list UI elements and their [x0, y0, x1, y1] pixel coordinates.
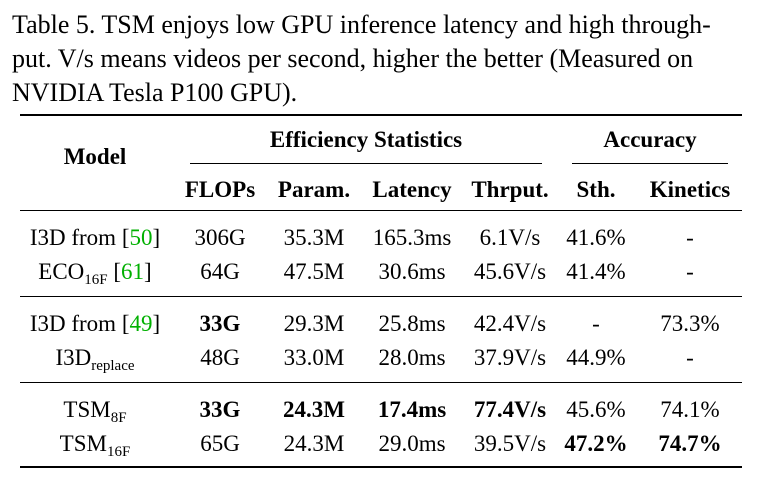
cell-sth: 47.2% [564, 431, 628, 456]
cell-kinetics: - [686, 225, 694, 250]
cell-thrput: 6.1V/s [479, 225, 541, 250]
header-kinetics: Kinetics [649, 177, 731, 202]
cell-sth: 41.6% [566, 225, 626, 250]
caption-line-3: NVIDIA Tesla P100 GPU). [12, 78, 298, 107]
cell-thrput: 77.4V/s [473, 397, 547, 422]
citation-link[interactable]: 50 [129, 225, 153, 250]
bottom-rule [20, 466, 742, 468]
cell-kinetics: 74.1% [660, 397, 720, 422]
cell-param: 24.3M [283, 431, 345, 456]
cell-sth: 44.9% [566, 345, 626, 370]
cell-thrput: 42.4V/s [473, 311, 547, 336]
header-efficiency-group: Efficiency Statistics [269, 127, 463, 152]
accuracy-group-rule [572, 163, 728, 164]
cell-latency: 29.0ms [378, 431, 446, 456]
cell-kinetics: 73.3% [660, 311, 720, 336]
cell-flops: 33G [199, 311, 241, 336]
header-thrput: Thrput. [471, 177, 549, 202]
citation-link[interactable]: 49 [129, 311, 153, 336]
cell-param: 29.3M [283, 311, 345, 336]
results-table: Model Efficiency Statistics Accuracy FLO… [20, 114, 742, 470]
header-sth: Sth. [576, 177, 616, 202]
cell-param: 47.5M [283, 259, 345, 284]
header-accuracy-group: Accuracy [603, 127, 697, 152]
row-model: ECO16F [61] [38, 259, 152, 288]
cell-kinetics: - [686, 345, 694, 370]
group-rule-1 [20, 296, 742, 297]
cell-latency: 30.6ms [378, 259, 446, 284]
cell-kinetics: 74.7% [658, 431, 722, 456]
row-model: I3D from [50] [29, 225, 161, 250]
cell-flops: 306G [194, 225, 246, 250]
citation-link[interactable]: 61 [121, 259, 145, 284]
row-model: TSM8F [63, 397, 127, 426]
cell-kinetics: - [686, 259, 694, 284]
cell-param: 24.3M [283, 397, 345, 422]
row-model: TSM16F [59, 431, 131, 460]
header-model: Model [63, 144, 127, 169]
cell-sth: 45.6% [566, 397, 626, 422]
cell-latency: 25.8ms [378, 311, 446, 336]
cell-thrput: 37.9V/s [473, 345, 547, 370]
cell-latency: 165.3ms [372, 225, 452, 250]
caption-line-2: put. V/s means videos per second, higher… [12, 44, 694, 73]
cell-flops: 64G [200, 259, 240, 284]
cell-thrput: 39.5V/s [473, 431, 547, 456]
cell-sth: - [592, 311, 600, 336]
row-model: I3D from [49] [29, 311, 161, 336]
header-latency: Latency [372, 177, 452, 202]
header-flops: FLOPs [184, 177, 256, 202]
cell-flops: 48G [200, 345, 240, 370]
cell-latency: 28.0ms [378, 345, 446, 370]
table-caption: Table 5. TSM enjoys low GPU inference la… [12, 8, 752, 110]
cell-flops: 65G [200, 431, 240, 456]
cell-latency: 17.4ms [377, 397, 447, 422]
group-rule-2 [20, 382, 742, 383]
header-param: Param. [277, 177, 351, 202]
caption-line-1: Table 5. TSM enjoys low GPU inference la… [12, 10, 711, 39]
cell-param: 33.0M [283, 345, 345, 370]
top-rule [20, 114, 742, 116]
cell-param: 35.3M [283, 225, 345, 250]
cell-sth: 41.4% [566, 259, 626, 284]
efficiency-group-rule [190, 163, 542, 164]
header-rule [20, 210, 742, 211]
cell-thrput: 45.6V/s [473, 259, 547, 284]
cell-flops: 33G [199, 397, 241, 422]
row-model: I3Dreplace [55, 345, 135, 374]
